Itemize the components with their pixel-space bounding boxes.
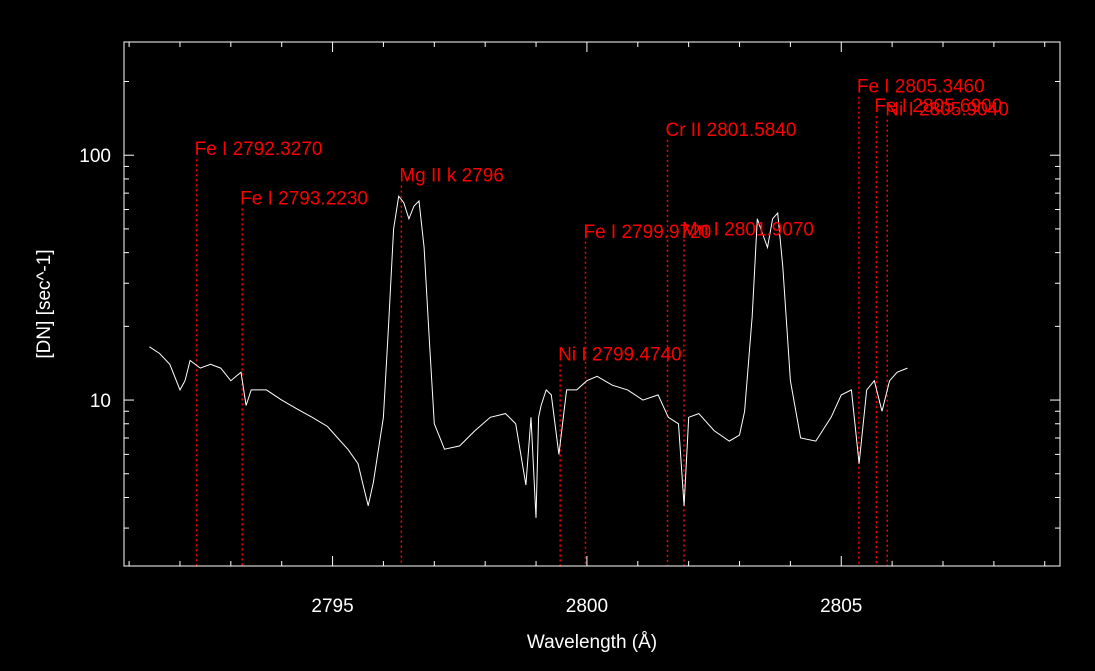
line-labels: Fe I 2792.3270 Fe I 2793.2230 Mg II k 2796… — [195, 77, 1009, 366]
line-label: Mn I 2801.9070 — [682, 219, 814, 240]
line-label: Fe I 2799.9720 — [583, 222, 711, 243]
line-label: Ni I 2799.4740 — [558, 345, 682, 366]
x-tick-label: 2795 — [311, 596, 353, 617]
line-markers — [195, 96, 888, 566]
line-label: Fe I 2792.3270 — [195, 139, 323, 160]
line-label: Ni I 2805.9040 — [885, 100, 1009, 121]
y-axis-label: [DN] [sec^-1] — [34, 249, 55, 358]
line-label: Mg II k 2796 — [399, 166, 504, 187]
y-tick-label: 100 — [79, 146, 111, 167]
x-tick-label: 2800 — [566, 596, 608, 617]
spectrum-line — [149, 194, 908, 518]
line-label: Fe I 2805.3460 — [857, 77, 985, 98]
x-tick-label: 2805 — [820, 596, 862, 617]
line-label: Cr II 2801.5840 — [665, 120, 796, 141]
plot-frame — [123, 41, 1061, 567]
y-tick-label: 10 — [90, 391, 111, 412]
line-label: Fe I 2805.6900 — [874, 96, 1002, 117]
line-label: Fe I 2793.2230 — [240, 188, 368, 209]
axis-ticks: 2795 2800 2805 10 100 — [79, 42, 1060, 617]
x-axis-label: Wavelength (Å) — [527, 632, 657, 653]
